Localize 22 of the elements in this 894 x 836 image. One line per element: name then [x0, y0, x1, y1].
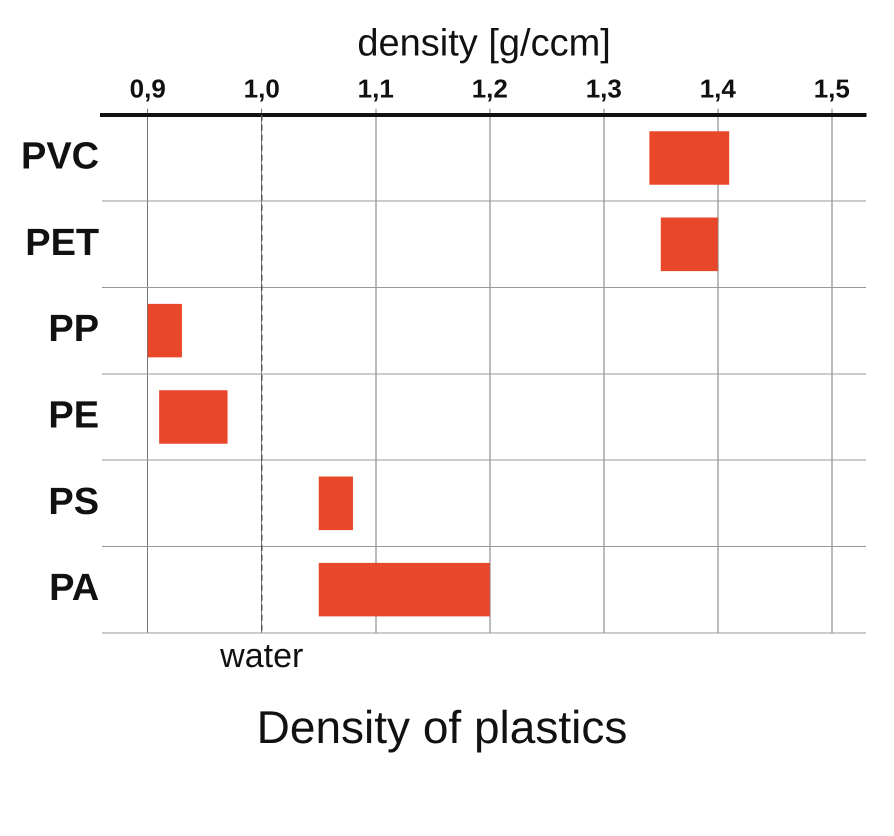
- bar: [649, 131, 730, 185]
- y-tick-label: PA: [49, 567, 100, 610]
- x-tick-label: 1,4: [700, 73, 736, 104]
- y-tick-label: PP: [48, 308, 100, 350]
- bar: [148, 304, 182, 358]
- ref-line-label: water: [219, 637, 304, 676]
- x-tick-label: 1,3: [586, 73, 622, 104]
- x-axis-title: density [g/ccm]: [357, 22, 611, 64]
- y-tick-label: PET: [25, 222, 100, 264]
- y-tick-label: PVC: [20, 135, 100, 178]
- x-tick-label: 1,2: [472, 73, 508, 104]
- x-tick-label: 0,9: [130, 73, 166, 104]
- x-tick-label: 1,0: [244, 73, 280, 104]
- bar: [318, 562, 490, 616]
- x-tick-label: 1,1: [358, 73, 394, 104]
- y-tick-label: PE: [48, 394, 100, 436]
- bar: [660, 218, 718, 272]
- x-tick-label: 1,5: [814, 73, 850, 104]
- bar: [318, 476, 353, 530]
- y-tick-label: PS: [48, 480, 100, 523]
- bar: [159, 390, 228, 444]
- text: Density of plastics: [256, 701, 628, 754]
